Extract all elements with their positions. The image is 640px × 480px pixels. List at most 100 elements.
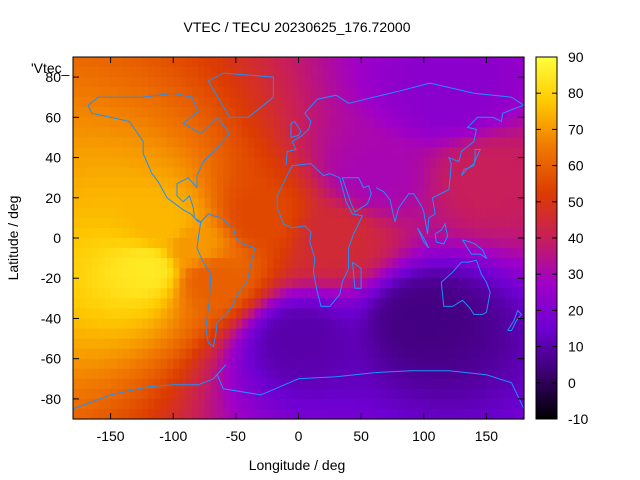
heat-cell (311, 278, 318, 289)
heat-cell (73, 177, 80, 189)
heat-cell (417, 127, 425, 139)
heat-cell (342, 187, 350, 199)
heat-cell (260, 368, 268, 380)
heat-cell (298, 328, 306, 340)
heat-cell (235, 207, 243, 219)
heat-cell (486, 167, 494, 179)
heat-cell (411, 107, 419, 118)
heat-cell (242, 157, 249, 169)
heat-cell (279, 268, 287, 279)
heat-cell (323, 298, 331, 309)
heat-cell (480, 238, 488, 249)
heat-cell (198, 288, 206, 299)
heat-cell (467, 227, 475, 239)
heat-cell (279, 127, 287, 139)
heat-cell (304, 318, 312, 330)
heat-cell (204, 107, 212, 118)
heat-cell (336, 398, 343, 410)
colorbar-tick-label: 60 (568, 158, 584, 174)
heat-cell (455, 338, 462, 350)
heat-cell (392, 57, 400, 68)
heat-cell (386, 137, 394, 149)
heat-cell (336, 67, 343, 78)
heat-cell (354, 227, 362, 239)
heat-cell (317, 227, 325, 239)
heat-cell (166, 248, 174, 259)
heat-cell (110, 187, 118, 199)
heat-cell (173, 298, 181, 309)
heat-cell (311, 338, 318, 350)
heat-cell (361, 398, 368, 410)
heat-cell (304, 398, 312, 410)
heat-cell (336, 378, 343, 390)
heat-cell (110, 278, 118, 289)
heat-cell (166, 368, 174, 380)
heat-cell (273, 67, 281, 78)
heat-cell (166, 137, 174, 149)
heat-cell (129, 348, 137, 360)
heat-cell (98, 97, 105, 108)
heat-cell (79, 207, 87, 219)
heat-cell (436, 207, 444, 219)
heat-cell (73, 368, 80, 380)
heat-cell (430, 238, 437, 249)
heat-cell (498, 57, 506, 68)
heat-cell (179, 87, 187, 98)
heat-cell (348, 398, 356, 410)
heat-cell (135, 248, 143, 259)
heat-cell (430, 348, 437, 360)
heat-cell (229, 187, 237, 199)
heat-cell (417, 278, 425, 289)
heat-cell (379, 248, 387, 259)
heat-cell (116, 207, 124, 219)
heat-cell (386, 87, 394, 98)
heat-cell (392, 268, 400, 279)
heat-cell (285, 338, 293, 350)
heat-cell (373, 167, 381, 179)
heat-cell (436, 117, 444, 128)
heat-cell (342, 318, 350, 330)
heat-cell (185, 288, 193, 299)
heat-cell (73, 298, 80, 309)
heat-cell (467, 348, 475, 360)
heat-cell (455, 408, 462, 420)
heat-cell (329, 378, 337, 390)
heat-cell (411, 308, 419, 320)
heat-cell (154, 97, 162, 108)
heat-cell (505, 97, 513, 108)
heat-cell (85, 318, 93, 330)
heat-cell (323, 67, 331, 78)
heat-cell (467, 187, 475, 199)
heat-cell (411, 77, 419, 88)
heat-cell (135, 268, 143, 279)
heat-cell (367, 358, 375, 370)
heat-cell (179, 398, 187, 410)
heat-cell (467, 107, 475, 118)
heat-cell (210, 348, 218, 360)
heat-cell (448, 87, 456, 98)
heat-cell (442, 398, 450, 410)
heat-cell (160, 248, 168, 259)
heat-cell (336, 348, 343, 360)
heat-cell (229, 77, 237, 88)
heat-cell (304, 227, 312, 239)
heat-cell (404, 97, 412, 108)
heat-cell (398, 87, 406, 98)
heat-cell (423, 238, 431, 249)
y-tick-label: 20 (45, 190, 61, 206)
heat-cell (448, 147, 456, 159)
heat-cell (323, 107, 331, 118)
heat-cell (242, 87, 249, 98)
heat-cell (498, 197, 506, 209)
heat-cell (461, 177, 469, 189)
heat-cell (373, 408, 381, 420)
heat-cell (185, 308, 193, 320)
heat-cell (123, 127, 130, 139)
heat-cell (260, 348, 268, 360)
heat-cell (154, 167, 162, 179)
heat-cell (135, 67, 143, 78)
heat-cell (129, 288, 137, 299)
heat-cell (448, 227, 456, 239)
y-tick-label: 60 (45, 109, 61, 125)
